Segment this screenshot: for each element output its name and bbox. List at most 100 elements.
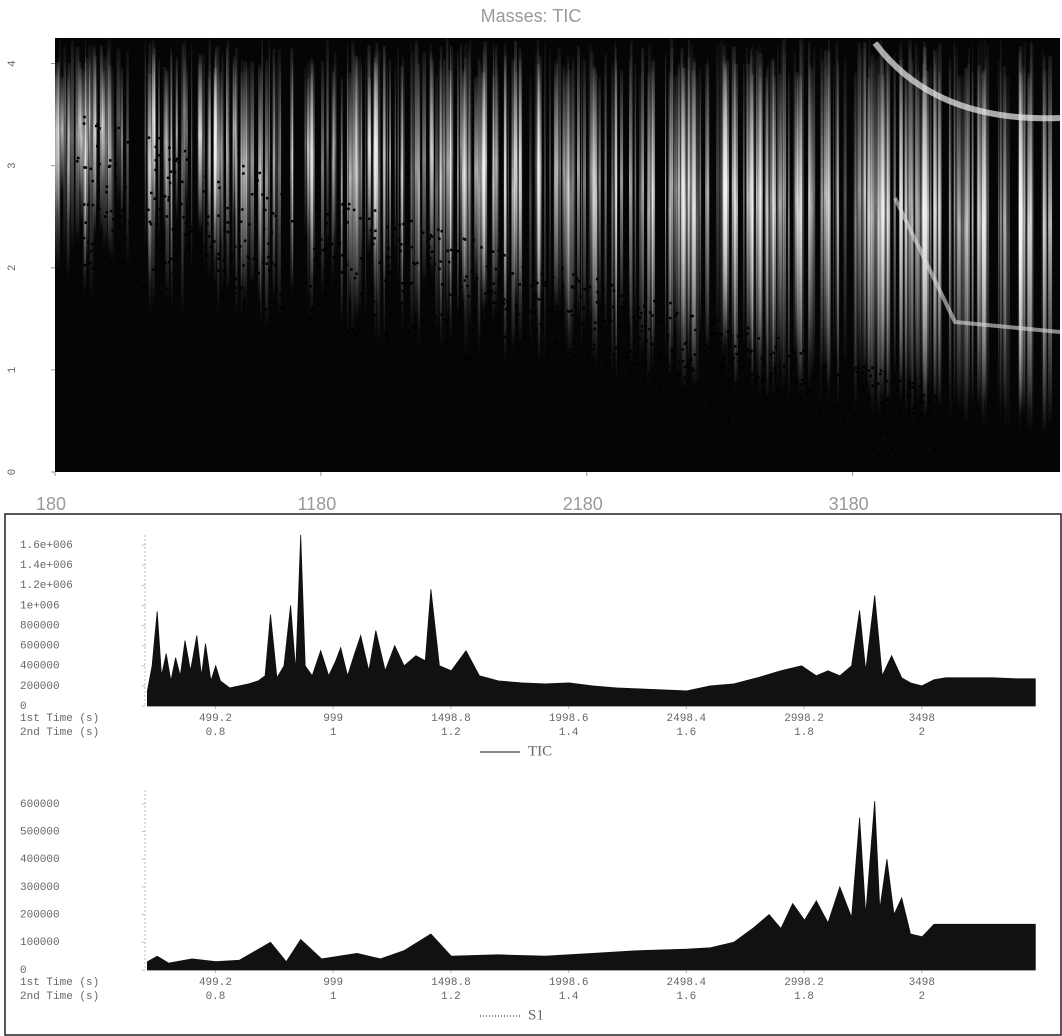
heatmap-texture — [594, 322, 597, 325]
heatmap-texture — [374, 314, 377, 317]
heatmap-texture — [733, 356, 736, 359]
heatmap-texture — [594, 328, 597, 331]
heatmap-texture — [495, 268, 498, 271]
heatmap-texture — [183, 41, 186, 197]
heatmap-texture — [620, 70, 623, 315]
heatmap-texture — [1030, 42, 1032, 437]
heatmap-texture — [867, 449, 870, 452]
x-axis-label: 2nd Time (s) — [20, 727, 99, 739]
heatmap-texture — [217, 258, 220, 261]
heatmap-texture — [923, 48, 927, 418]
x-tick-label-2nd: 0.8 — [206, 727, 226, 739]
heatmap-texture — [777, 337, 780, 340]
heatmap-texture — [246, 67, 250, 268]
heatmap-texture — [842, 415, 845, 418]
heatmap-texture — [55, 62, 59, 213]
heatmap-texture — [374, 209, 377, 212]
heatmap-texture — [519, 49, 522, 294]
heatmap-texture — [150, 223, 153, 226]
heatmap-texture — [111, 68, 114, 263]
heatmap-texture — [567, 369, 570, 372]
heatmap-texture — [398, 46, 399, 285]
heatmap-texture — [659, 320, 662, 323]
heatmap-texture — [862, 386, 865, 389]
heatmap-texture — [621, 306, 624, 309]
heatmap-texture — [851, 421, 854, 424]
heatmap-texture — [561, 267, 564, 270]
heatmap-texture — [230, 259, 233, 262]
heatmap-texture — [84, 264, 87, 267]
heatmap-texture — [431, 311, 434, 314]
heatmap-texture — [788, 427, 791, 430]
heatmap-texture — [771, 372, 774, 375]
heatmap-texture — [534, 293, 537, 296]
heatmap-texture — [329, 192, 332, 195]
heatmap-texture — [294, 299, 297, 302]
heatmap-texture — [1042, 51, 1044, 434]
heatmap-texture — [694, 353, 697, 356]
heatmap-texture — [187, 247, 190, 250]
heatmap-texture — [399, 250, 402, 253]
heatmap-texture — [528, 339, 531, 342]
heatmap-texture — [773, 352, 776, 355]
heatmap-texture — [228, 290, 231, 293]
y-tick-label: 400000 — [20, 661, 60, 673]
heatmap-texture — [861, 439, 864, 442]
heatmap-texture — [241, 208, 244, 211]
heatmap-texture — [207, 215, 210, 218]
heatmap-texture — [213, 240, 216, 243]
heatmap-texture — [326, 213, 329, 216]
heatmap-texture — [154, 198, 157, 201]
heatmap-texture — [793, 362, 796, 365]
heatmap-texture — [383, 46, 386, 287]
heatmap-texture — [386, 226, 389, 229]
heatmap-texture — [908, 410, 911, 413]
heatmap-texture — [595, 66, 597, 337]
heatmap-texture — [800, 352, 803, 355]
heatmap-texture — [142, 216, 145, 219]
y-tick-label: 800000 — [20, 620, 60, 632]
heatmap-texture — [242, 264, 245, 267]
heatmap-texture — [782, 422, 785, 425]
heatmap-texture — [907, 395, 910, 398]
heatmap-texture — [368, 218, 371, 221]
heatmap-texture — [408, 331, 411, 334]
heatmap-texture — [877, 74, 880, 415]
heatmap-texture — [325, 282, 328, 285]
heatmap-texture — [494, 292, 497, 295]
heatmap-texture — [802, 350, 805, 353]
heatmap-texture — [886, 380, 889, 383]
heatmap-texture — [635, 64, 636, 325]
heatmap-texture — [332, 328, 335, 331]
heatmap-texture — [637, 362, 640, 365]
heatmap-texture — [286, 182, 289, 185]
heatmap-texture — [549, 48, 551, 311]
heatmap-texture — [492, 282, 495, 285]
x-tick-label: 3498 — [909, 713, 935, 725]
heatmap-texture — [674, 75, 678, 330]
heatmap-texture — [903, 430, 906, 433]
heatmap-texture — [400, 243, 403, 246]
heatmap-texture — [139, 220, 142, 223]
heatmap-texture — [639, 337, 642, 340]
heatmap-texture — [311, 64, 313, 284]
heatmap-texture — [609, 348, 612, 351]
heatmap-texture — [341, 77, 343, 321]
heatmap-texture — [860, 418, 863, 421]
heatmap-texture — [885, 404, 888, 407]
heatmap-texture — [847, 409, 850, 412]
heatmap-texture — [679, 393, 682, 396]
heatmap-texture — [883, 451, 886, 454]
heatmap-texture — [766, 399, 769, 402]
heatmap-texture — [388, 322, 391, 325]
heatmap-texture — [474, 346, 477, 349]
heatmap-texture — [438, 327, 441, 330]
heatmap-texture — [604, 365, 607, 368]
heatmap-texture — [226, 207, 229, 210]
heatmap-texture — [181, 181, 184, 184]
heatmap-texture — [121, 67, 123, 226]
heatmap-texture — [741, 407, 744, 410]
heatmap-texture — [897, 386, 900, 389]
heatmap-texture — [583, 59, 586, 329]
heatmap-texture — [684, 366, 687, 369]
